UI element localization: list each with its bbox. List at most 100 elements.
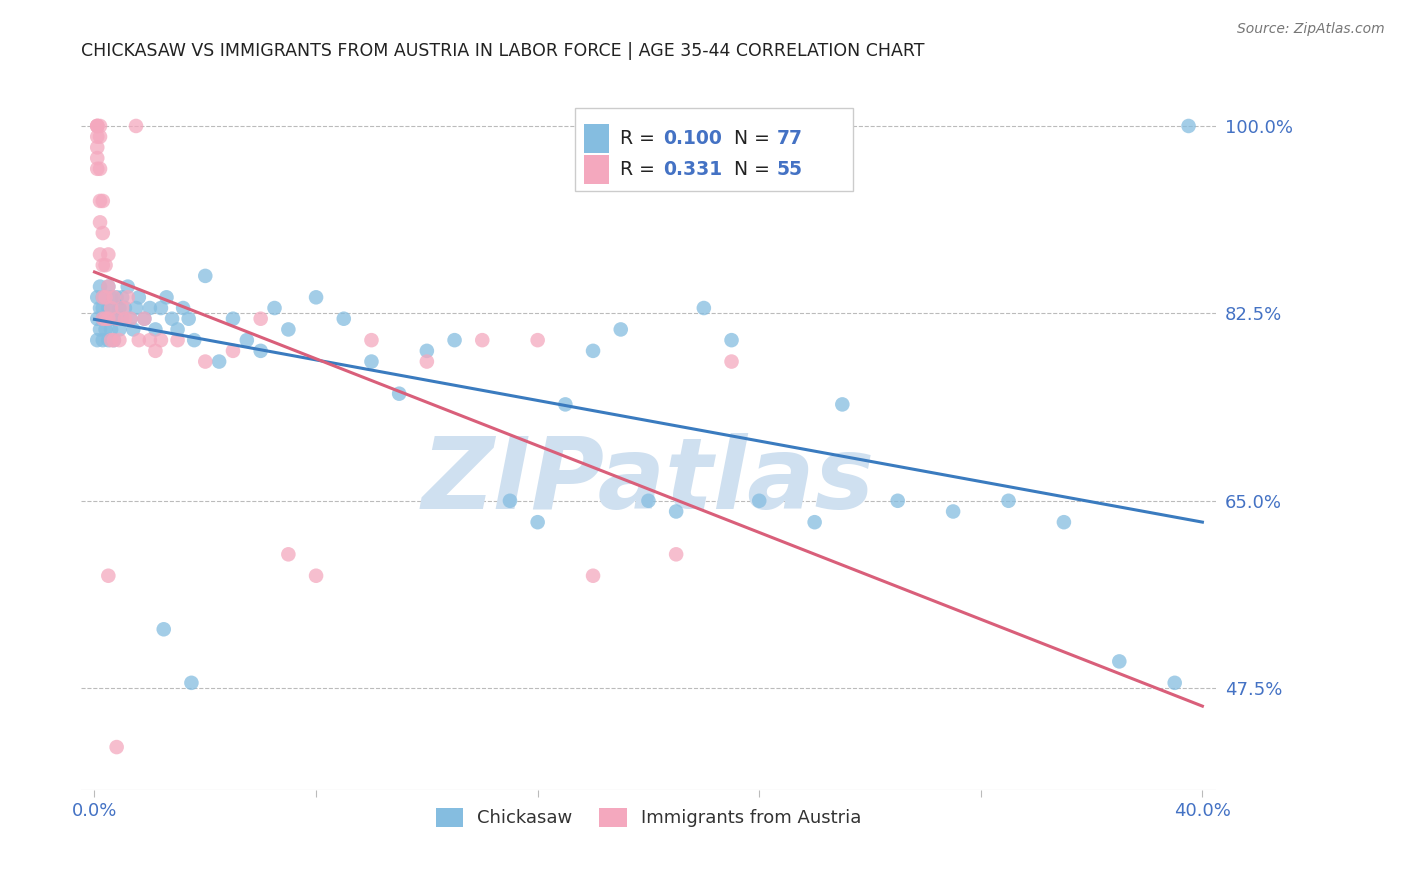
Point (86, 119, 108, 133)
Point (89, 194, 111, 208)
Text: 0.331: 0.331 (664, 160, 723, 178)
Point (97, 301, 120, 315)
Point (172, 301, 194, 315)
Point (177, 311, 200, 326)
Point (94, 258, 117, 272)
Text: N =: N = (734, 129, 776, 148)
Point (305, 290, 328, 304)
Point (180, 676, 202, 690)
Point (1163, 676, 1185, 690)
Point (1108, 654, 1130, 668)
Text: 55: 55 (776, 160, 803, 178)
Point (97, 247, 120, 261)
Point (91, 258, 114, 272)
Point (997, 493, 1019, 508)
Point (86, 151, 108, 165)
Point (125, 301, 148, 315)
Text: R =: R = (620, 129, 661, 148)
Point (443, 333, 465, 347)
Point (360, 354, 382, 368)
Point (1177, 119, 1199, 133)
Point (108, 322, 131, 336)
Point (149, 333, 172, 347)
Point (208, 354, 231, 368)
Point (86, 290, 108, 304)
Point (97, 311, 120, 326)
Point (111, 290, 134, 304)
Point (155, 290, 177, 304)
Text: N =: N = (734, 160, 776, 178)
Point (693, 301, 716, 315)
Point (942, 504, 965, 518)
Point (128, 333, 150, 347)
Point (803, 515, 825, 529)
Point (333, 311, 356, 326)
Point (89, 129, 111, 144)
Point (139, 333, 162, 347)
Point (122, 322, 145, 336)
Point (91, 311, 114, 326)
Point (94, 290, 117, 304)
Point (111, 311, 134, 326)
Point (720, 333, 742, 347)
Point (236, 333, 259, 347)
Point (108, 301, 131, 315)
Point (125, 119, 148, 133)
Point (194, 354, 217, 368)
Point (91, 290, 114, 304)
Point (582, 568, 605, 582)
Point (609, 322, 631, 336)
Point (103, 290, 125, 304)
Point (91, 290, 114, 304)
Point (277, 322, 299, 336)
Point (134, 311, 156, 326)
Point (582, 343, 605, 358)
Point (222, 311, 245, 326)
Point (86, 140, 108, 154)
Point (665, 504, 688, 518)
Point (277, 547, 299, 561)
Point (886, 493, 908, 508)
Point (249, 311, 271, 326)
Point (97, 568, 120, 582)
Point (97, 279, 120, 293)
Point (91, 311, 114, 326)
Point (91, 226, 114, 240)
Point (263, 301, 285, 315)
Point (89, 247, 111, 261)
Point (134, 311, 156, 326)
Point (665, 547, 688, 561)
Point (831, 397, 853, 411)
Point (145, 343, 167, 358)
Point (89, 301, 111, 315)
Point (114, 311, 136, 326)
Point (149, 301, 172, 315)
Point (139, 301, 162, 315)
Point (128, 290, 150, 304)
Point (89, 119, 111, 133)
Point (111, 301, 134, 315)
Point (100, 290, 122, 304)
Point (526, 515, 548, 529)
Point (416, 343, 439, 358)
Point (388, 386, 411, 401)
Point (86, 119, 108, 133)
Point (91, 301, 114, 315)
Point (91, 333, 114, 347)
Point (152, 622, 174, 636)
Point (183, 333, 205, 347)
Point (86, 311, 108, 326)
FancyBboxPatch shape (583, 155, 609, 184)
Point (105, 290, 128, 304)
Point (720, 354, 742, 368)
Point (100, 301, 122, 315)
Point (86, 161, 108, 176)
Point (117, 279, 139, 293)
Point (103, 333, 125, 347)
Point (94, 290, 117, 304)
Point (499, 493, 522, 508)
Point (416, 354, 439, 368)
Text: Source: ZipAtlas.com: Source: ZipAtlas.com (1237, 22, 1385, 37)
Point (89, 279, 111, 293)
Text: ZIPatlas: ZIPatlas (422, 433, 875, 530)
